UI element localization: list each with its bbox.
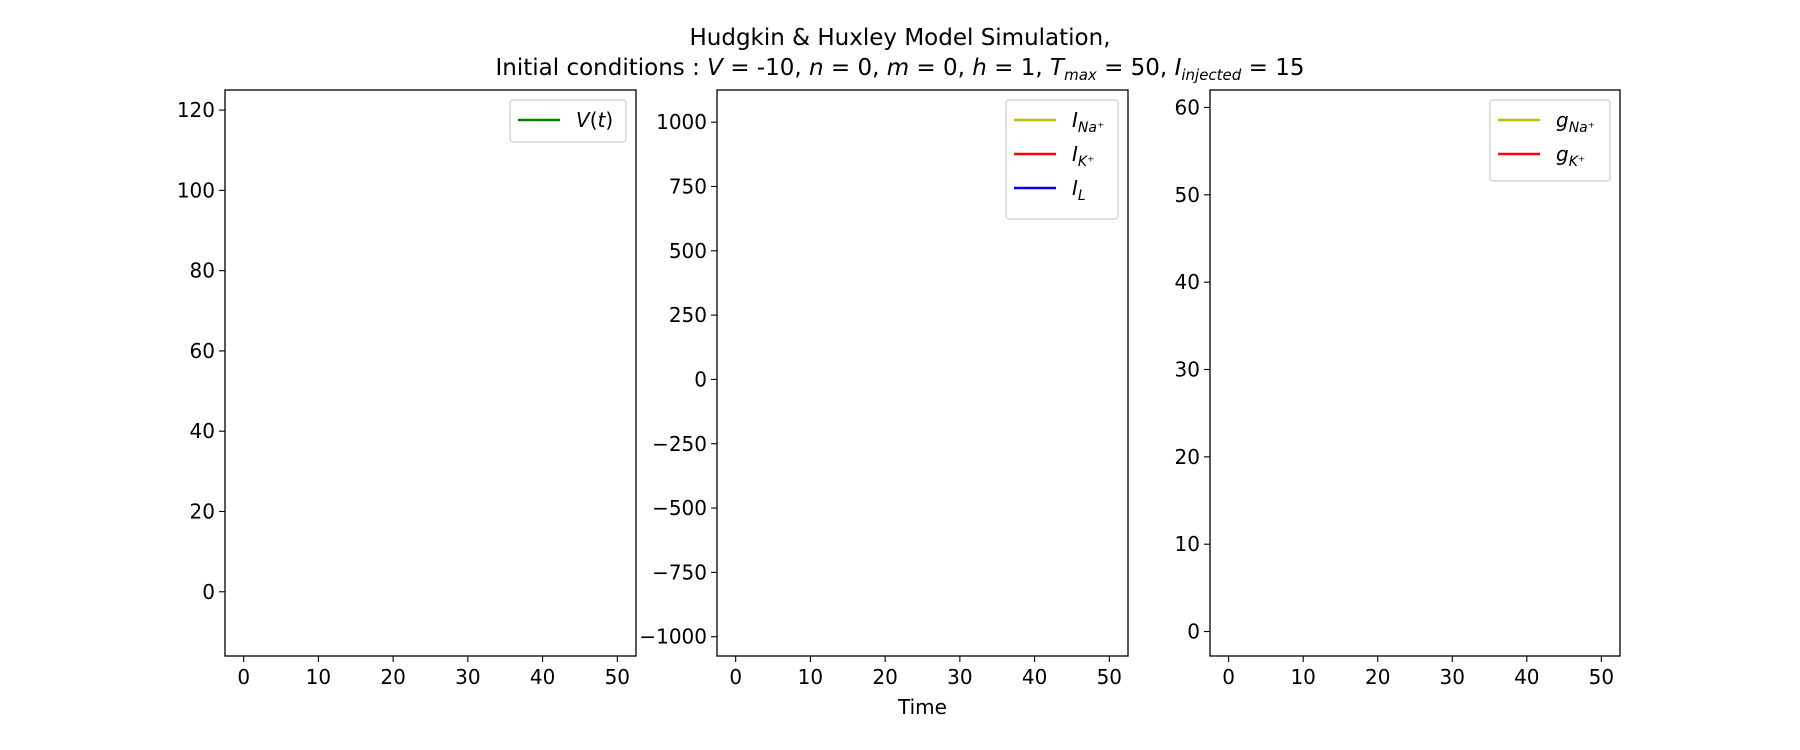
- y-tick-label: 40: [190, 419, 215, 443]
- y-tick-label: 750: [669, 174, 707, 198]
- y-tick-label: 10: [1175, 532, 1200, 556]
- legend: gNa⁺ gK⁺: [1489, 99, 1611, 182]
- plot-area: [1209, 89, 1621, 657]
- v-symbol: V: [707, 55, 723, 81]
- x-tick-label: 10: [306, 665, 331, 689]
- x-tick-label: 50: [1589, 665, 1614, 689]
- y-tick-label: 20: [1175, 445, 1200, 469]
- y-tick-label: 0: [1187, 620, 1200, 644]
- y-tick-label: 500: [669, 239, 707, 263]
- legend-frame: [1005, 99, 1119, 220]
- y-tick-label: 60: [1175, 95, 1200, 119]
- y-tick-label: 1000: [656, 110, 707, 134]
- h-value: = 1,: [986, 55, 1051, 81]
- x-tick-label: 0: [729, 665, 742, 689]
- tmax-symbol: T: [1050, 55, 1065, 81]
- legend-frame: [509, 99, 627, 143]
- y-tick-label: 120: [177, 98, 215, 122]
- plot-area: [224, 89, 637, 657]
- v-value: = -10,: [722, 55, 809, 81]
- n-symbol: n: [808, 55, 824, 81]
- y-tick-label: −750: [652, 560, 707, 584]
- iinj-subscript: injected: [1181, 66, 1242, 84]
- legend-label: INa⁺: [1072, 108, 1104, 136]
- y-tick-label: 0: [202, 580, 215, 604]
- h-symbol: h: [972, 55, 987, 81]
- legend: V(t): [509, 99, 627, 143]
- n-value: = 0,: [823, 55, 887, 81]
- x-tick-label: 50: [605, 665, 630, 689]
- legend-label: IK⁺: [1072, 142, 1094, 170]
- chart-panel-1: 0 10 20 30 40 50 0 20 40 60 80 100 120 V(t): [177, 89, 637, 689]
- legend-label: gK⁺: [1556, 142, 1585, 170]
- x-tick-label: 40: [1022, 665, 1047, 689]
- y-tick-label: −250: [652, 432, 707, 456]
- x-tick-label: 0: [237, 665, 250, 689]
- legend-label: V(t): [576, 108, 613, 132]
- y-tick-label: 20: [190, 499, 215, 523]
- y-tick-label: 30: [1175, 358, 1200, 382]
- legend-label: gNa⁺: [1556, 108, 1595, 136]
- x-tick-label: 30: [947, 665, 972, 689]
- x-axis-label: Time: [897, 695, 947, 719]
- m-symbol: m: [886, 55, 910, 81]
- y-tick-label: 250: [669, 303, 707, 327]
- y-tick-label: 0: [694, 367, 707, 391]
- figure-title: Hudgkin & Huxley Model Simulation,: [689, 25, 1111, 51]
- iinj-symbol: I: [1174, 55, 1182, 81]
- x-tick-label: 30: [1440, 665, 1465, 689]
- x-tick-label: 40: [530, 665, 555, 689]
- y-tick-label: 60: [190, 339, 215, 363]
- tmax-subscript: max: [1064, 66, 1097, 84]
- tmax-value: = 50,: [1096, 55, 1175, 81]
- y-tick-label: −500: [652, 496, 707, 520]
- y-tick-label: −1000: [639, 625, 707, 649]
- legend: INa⁺ IK⁺ IL: [1005, 99, 1119, 220]
- iinj-value: = 15: [1241, 55, 1305, 81]
- legend-label: IL: [1072, 176, 1086, 204]
- x-tick-label: 10: [798, 665, 823, 689]
- x-tick-label: 20: [1365, 665, 1390, 689]
- legend-frame: [1489, 99, 1611, 182]
- x-tick-label: 0: [1222, 665, 1235, 689]
- y-tick-label: 40: [1175, 270, 1200, 294]
- chart-panel-2: 0 10 20 30 40 50 −1000 −750 −500 −250 0 250 500 750 10…: [639, 89, 1129, 689]
- x-tick-label: 20: [380, 665, 405, 689]
- figure-subtitle: Initial conditions : V = -10, n = 0, m =…: [0, 54, 1800, 89]
- x-tick-label: 40: [1514, 665, 1539, 689]
- y-tick-label: 80: [190, 259, 215, 283]
- m-value: = 0,: [909, 55, 973, 81]
- x-tick-label: 10: [1290, 665, 1315, 689]
- x-tick-label: 50: [1097, 665, 1122, 689]
- chart-panel-3: 0 10 20 30 40 50 0 10 20 30 40 50 60 gNa⁺ gK⁺: [1175, 89, 1621, 689]
- x-tick-label: 30: [455, 665, 480, 689]
- y-tick-label: 100: [177, 178, 215, 202]
- x-tick-label: 20: [872, 665, 897, 689]
- subtitle-prefix: Initial conditions :: [495, 55, 708, 81]
- y-tick-label: 50: [1175, 183, 1200, 207]
